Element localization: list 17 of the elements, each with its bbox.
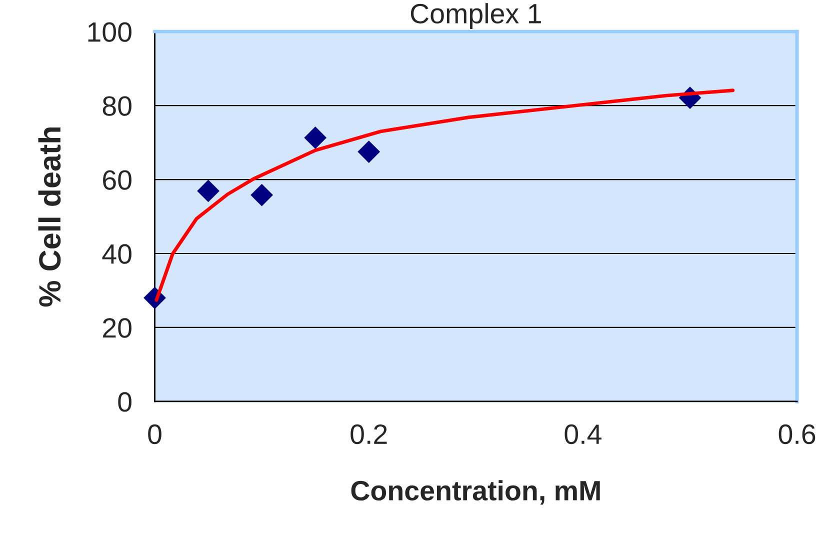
x-tick-label: 0.6 — [778, 424, 816, 444]
y-tick-label: 100 — [88, 22, 132, 42]
point — [304, 126, 327, 149]
point — [358, 140, 380, 163]
y-tick-label: 80 — [102, 96, 132, 116]
y-tick-label: 0 — [118, 392, 132, 412]
x-tick-label: 0.4 — [564, 424, 602, 444]
y-axis-title: % Cell death — [38, 128, 61, 307]
chart-title: Complex 1 — [410, 3, 541, 29]
y-tick-label: 60 — [103, 170, 132, 190]
x-axis-title: Concentration, mM — [351, 480, 600, 505]
x-tick-label: 0.2 — [350, 424, 387, 444]
y-tick-label: 40 — [102, 244, 132, 264]
point — [250, 184, 273, 206]
y-tick-label: 20 — [103, 318, 132, 338]
point — [197, 180, 220, 202]
x-tick-label: 0 — [148, 424, 162, 444]
